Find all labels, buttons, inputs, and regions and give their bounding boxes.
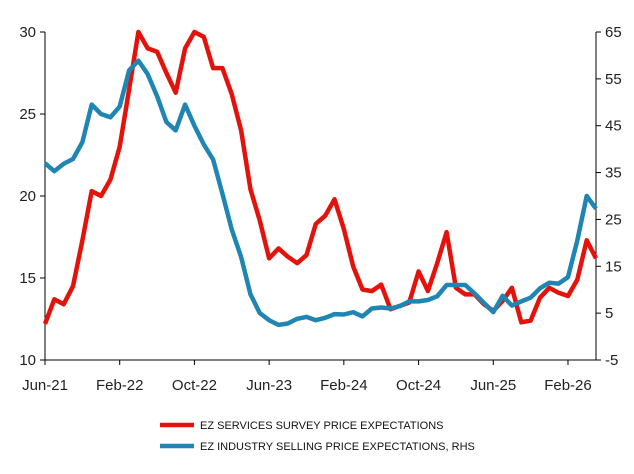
right-y-tick-label: 35: [605, 165, 622, 182]
x-tick-label: Oct-24: [396, 377, 441, 394]
left-y-tick-label: 25: [19, 106, 36, 123]
x-tick-label: Feb-26: [544, 377, 592, 394]
right-y-tick-label: 65: [605, 24, 622, 41]
x-tick-label: Feb-24: [320, 377, 368, 394]
right-y-tick-label: 45: [605, 118, 622, 135]
chart-ticks: 10 15 20 25 30 -5 5 15 25 35 45 55 65 Jun-21 Feb-22 Oct…: [19, 24, 621, 394]
right-y-tick-label: 5: [605, 305, 613, 322]
right-y-tick-label: 25: [605, 211, 622, 228]
right-y-tick-label: 55: [605, 71, 622, 88]
right-y-tick-label: -5: [605, 352, 618, 369]
left-y-tick-label: 20: [19, 188, 36, 205]
x-tick-label: Feb-22: [96, 377, 144, 394]
left-y-tick-label: 10: [19, 352, 36, 369]
legend-label: EZ INDUSTRY SELLING PRICE EXPECTATIONS, …: [200, 441, 475, 453]
chart-legend: EZ SERVICES SURVEY PRICE EXPECTATIONS EZ …: [160, 420, 475, 453]
chart-series: [42, 29, 598, 328]
industry-selling-price-line: [43, 58, 598, 328]
left-y-tick-label: 30: [19, 24, 36, 41]
x-tick-label: Jun-23: [246, 377, 292, 394]
right-y-tick-label: 15: [605, 258, 622, 275]
legend-label: EZ SERVICES SURVEY PRICE EXPECTATIONS: [200, 420, 444, 432]
x-tick-label: Jun-21: [22, 377, 68, 394]
x-tick-label: Oct-22: [172, 377, 217, 394]
x-tick-label: Jun-25: [470, 377, 516, 394]
left-y-tick-label: 15: [19, 270, 36, 287]
